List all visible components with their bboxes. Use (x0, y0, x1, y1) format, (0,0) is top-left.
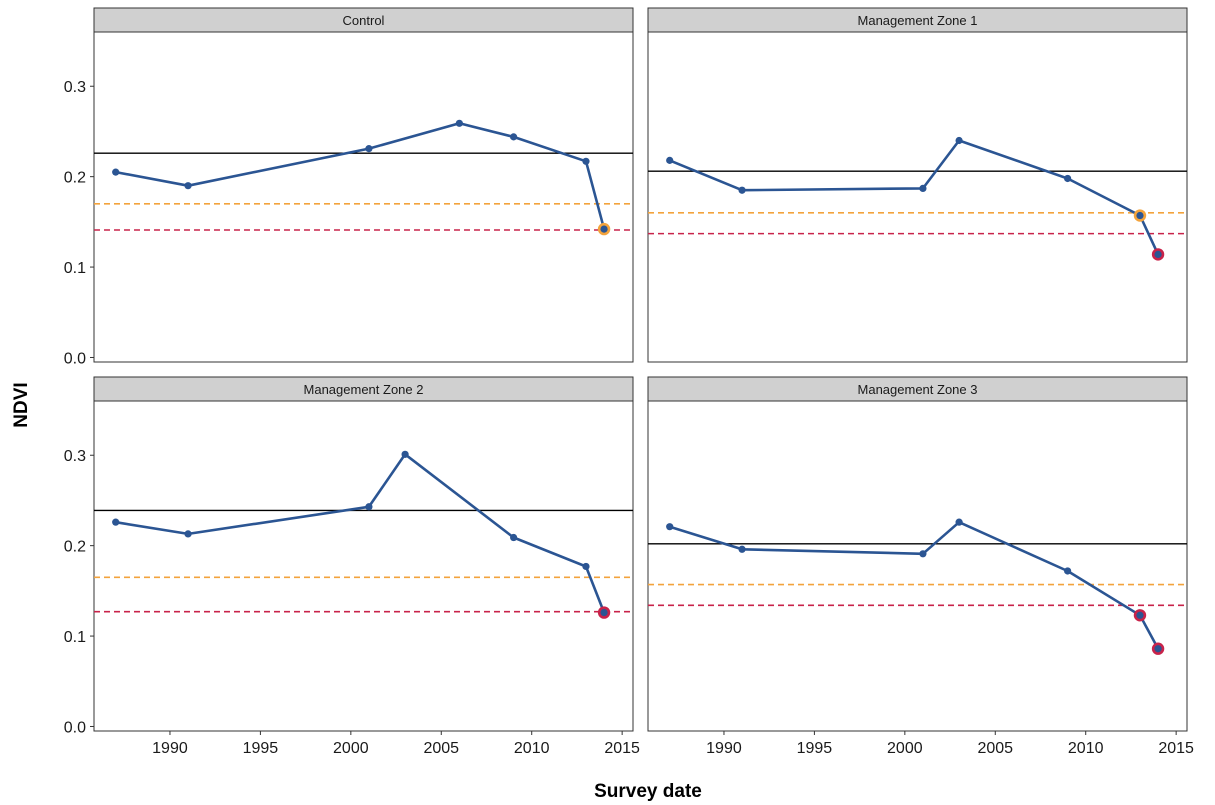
x-tick-label: 2000 (333, 740, 369, 757)
panel-strip (647, 376, 1188, 402)
panel-title: Management Zone 1 (858, 13, 978, 28)
x-tick-label: 2000 (887, 740, 923, 757)
data-point (112, 168, 120, 176)
axes-layer: 0.0 0.1 0.2 0.3 0.0 0.1 0.2 0.3 1990 1995 2000 2005… (64, 79, 1194, 757)
data-point (184, 182, 192, 190)
x-tick-label: 2010 (1068, 740, 1104, 757)
data-point (184, 530, 192, 538)
data-point (919, 184, 927, 193)
data-point (1064, 174, 1072, 183)
data-point (365, 145, 373, 153)
data-point (919, 550, 927, 558)
panel-control: Control (93, 7, 634, 363)
y-tick-label: 0.2 (64, 170, 86, 187)
y-tick-label: 0.1 (64, 629, 86, 646)
data-point (112, 518, 120, 526)
data-point (600, 608, 608, 617)
data-point (666, 523, 674, 531)
panel-title: Management Zone 2 (304, 382, 424, 397)
data-point (1136, 611, 1144, 619)
y-tick-label: 0.1 (64, 260, 86, 277)
data-point (365, 503, 373, 511)
x-tick-label: 1995 (797, 740, 833, 757)
panel-title: Control (343, 13, 385, 28)
panel-management-zone-2: Management Zone 2 (93, 376, 634, 732)
panel-title: Management Zone 3 (858, 382, 978, 397)
data-point (738, 186, 746, 194)
data-point (955, 136, 963, 145)
x-tick-label: 2010 (514, 740, 550, 757)
panel-frame (93, 400, 634, 732)
x-tick-label: 2015 (1158, 740, 1194, 757)
y-tick-label: 0.3 (64, 448, 86, 465)
y-axis-title: NDVI (11, 382, 32, 427)
panel-strip (647, 7, 1188, 33)
data-point (666, 156, 674, 164)
y-tick-label: 0.2 (64, 539, 86, 556)
x-tick-label: 2015 (604, 740, 640, 757)
data-point (955, 518, 963, 526)
panel-strip (93, 7, 634, 33)
y-tick-label: 0.0 (64, 719, 86, 736)
data-point (401, 450, 409, 458)
data-point (738, 545, 746, 553)
data-point (600, 225, 608, 233)
data-point (510, 533, 518, 542)
x-tick-label: 1990 (706, 740, 742, 757)
x-tick-label: 1990 (152, 740, 188, 757)
x-tick-label: 1995 (243, 740, 279, 757)
panel-frame (647, 31, 1188, 363)
data-point (1064, 567, 1072, 575)
data-point (1154, 250, 1162, 259)
x-tick-label: 2005 (977, 740, 1013, 757)
x-axis-title: Survey date (594, 781, 702, 802)
panels-layer: Control Management Zone 1 Management Zone … (93, 7, 1188, 732)
x-tick-label: 2005 (423, 740, 459, 757)
data-point (582, 157, 590, 165)
y-tick-label: 0.0 (64, 350, 86, 367)
data-point (510, 133, 518, 141)
data-point (582, 562, 590, 571)
panel-management-zone-3: Management Zone 3 (647, 376, 1188, 732)
panel-frame (93, 31, 634, 363)
y-tick-label: 0.3 (64, 79, 86, 96)
data-point (1154, 645, 1162, 653)
panel-management-zone-1: Management Zone 1 (647, 7, 1188, 363)
panel-frame (647, 400, 1188, 732)
data-point (1136, 211, 1144, 220)
data-point (455, 119, 463, 127)
